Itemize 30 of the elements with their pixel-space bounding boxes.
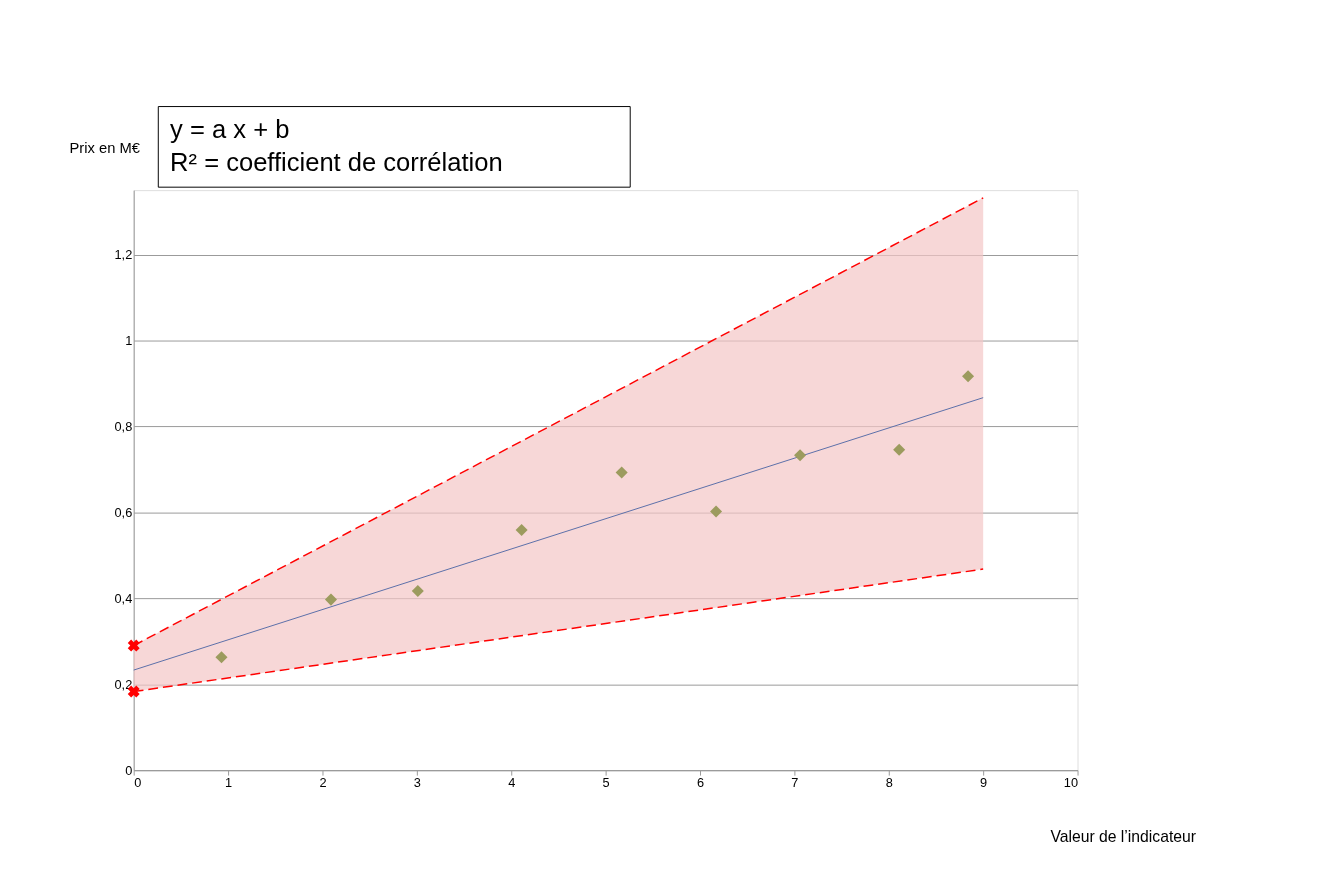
point <box>710 505 723 518</box>
x-tick-label: 10 <box>1063 775 1079 791</box>
x-tick-label: 5 <box>602 775 610 791</box>
point <box>794 449 807 462</box>
y-tick-label: 1 <box>125 332 133 348</box>
y-tick-label: 0,8 <box>114 418 133 434</box>
x-tick-label: 8 <box>885 775 893 791</box>
x-tick-label: 1 <box>225 775 233 791</box>
y-tick-label: 1,2 <box>114 247 133 262</box>
point <box>515 523 528 537</box>
point <box>962 370 975 383</box>
point <box>127 639 140 652</box>
y-tick-label: 0 <box>125 762 133 778</box>
point <box>215 651 228 664</box>
point <box>615 466 628 479</box>
x-tick-label: 3 <box>413 775 421 791</box>
point <box>893 443 906 456</box>
x-tick-label: 6 <box>696 775 705 791</box>
text: y = a x + b <box>170 115 290 144</box>
y-tick-label: 0,4 <box>114 590 133 606</box>
x-tick-label: 4 <box>508 775 516 791</box>
text: R² = coefficient de corrélation <box>170 148 503 177</box>
x-tick-label: 2 <box>319 775 327 791</box>
x-axis-title: Valeur de l’indicateur <box>1050 828 1197 846</box>
point <box>411 584 424 598</box>
x-tick-label: 7 <box>791 775 799 791</box>
y-tick-label: 0,6 <box>114 504 133 520</box>
point <box>324 593 337 606</box>
x-tick-label: 9 <box>980 775 988 791</box>
y-axis-title: Prix en M€ <box>69 140 140 157</box>
